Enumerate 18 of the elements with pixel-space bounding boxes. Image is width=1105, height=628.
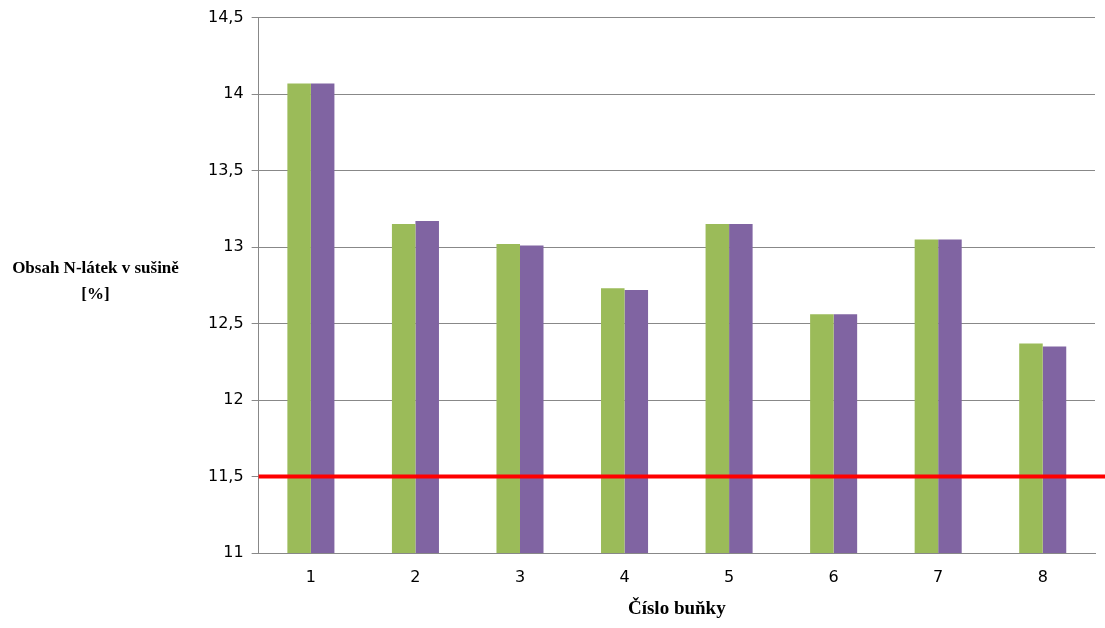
y-axis-title: Obsah N-látek v sušině [%] xyxy=(11,257,180,305)
x-tick-label: 6 xyxy=(828,566,839,586)
x-tick-label: 1 xyxy=(305,566,316,586)
x-tick-label: 3 xyxy=(514,566,526,586)
y-tick-label: 13,5 xyxy=(208,159,244,179)
y-tick-label: 12 xyxy=(223,389,244,409)
x-tick-label: 2 xyxy=(410,566,421,586)
x-tick-label: 4 xyxy=(619,566,630,586)
y-tick-label: 13 xyxy=(223,236,244,256)
y-tick-label: 11 xyxy=(223,542,244,562)
x-axis-title: Číslo buňky xyxy=(627,596,727,618)
x-tick-label: 7 xyxy=(933,566,944,586)
y-tick-label: 14,5 xyxy=(208,6,244,26)
y-tick-label: 12,5 xyxy=(208,312,244,332)
x-tick-label: 5 xyxy=(723,566,735,586)
y-tick-label: 14 xyxy=(223,83,244,103)
x-tick-label: 8 xyxy=(1037,566,1048,586)
y-tick-label: 11,5 xyxy=(208,465,244,485)
